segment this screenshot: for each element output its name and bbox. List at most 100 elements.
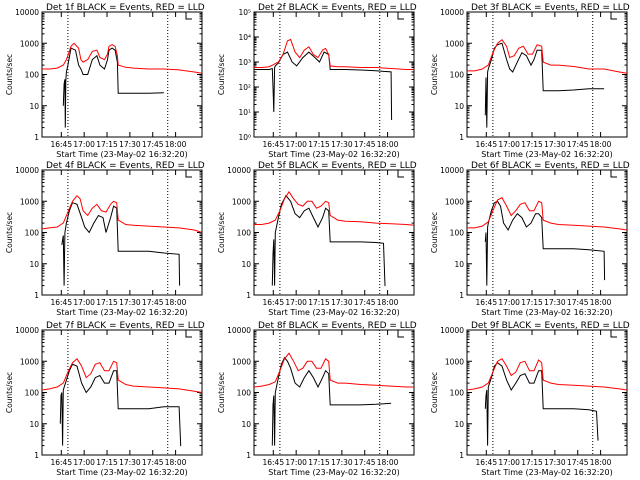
- x-tick-label: 17:15: [308, 298, 330, 307]
- x-tick-label: 17:00: [498, 458, 520, 467]
- y-tick-label: 1000: [20, 39, 39, 48]
- detector-panel-4: Det 4f BLACK = Events, RED = LLD 1 10 100 10…: [5, 161, 205, 317]
- series-line-lld: [466, 358, 628, 391]
- y-tick-label: 10: [241, 420, 251, 429]
- y-tick-label: 10000: [227, 166, 251, 175]
- y-axis-label: Counts/sec: [430, 212, 439, 253]
- panel-title: Det 3f BLACK = Events, RED = LLD: [471, 3, 630, 13]
- y-tick-label: 10: [454, 420, 464, 429]
- plot-frame: [253, 169, 415, 296]
- y-tick-label: 100: [25, 229, 40, 238]
- panel-title: Det 4f BLACK = Events, RED = LLD: [46, 161, 205, 171]
- x-tick-label: 16:45: [50, 298, 72, 307]
- x-tick-label: 18:00: [165, 458, 187, 467]
- panel-title: Det 2f BLACK = Events, RED = LLD: [258, 3, 417, 13]
- plot-frame: [253, 11, 415, 138]
- x-tick-label: 17:30: [544, 458, 566, 467]
- plot-frame: [41, 329, 203, 456]
- x-tick-label: 16:45: [262, 140, 284, 149]
- plot-frame: [41, 169, 203, 296]
- series-line-lld: [41, 358, 203, 393]
- x-tick-label: 17:00: [285, 140, 307, 149]
- y-tick-label: 10: [454, 260, 464, 269]
- corner-bracket: [185, 170, 192, 178]
- y-tick-label: 1: [34, 291, 39, 300]
- x-tick-label: 17:30: [119, 458, 141, 467]
- panel-title: Det 1f BLACK = Events, RED = LLD: [46, 3, 205, 13]
- y-tick-label: 10: [29, 420, 39, 429]
- x-tick-label: 16:45: [262, 458, 284, 467]
- corner-bracket: [397, 170, 404, 178]
- x-tick-label: 17:45: [354, 458, 376, 467]
- y-axis-label: Counts/sec: [217, 372, 226, 413]
- x-tick-label: 16:45: [475, 298, 497, 307]
- y-tick-label: 10000: [15, 326, 39, 335]
- y-tick-label: 1000: [445, 197, 464, 206]
- x-axis-label: Start Time (23-May-02 16:32:20): [56, 150, 187, 159]
- x-axis-label: Start Time (23-May-02 16:32:20): [56, 308, 187, 317]
- series-line-lld: [253, 352, 414, 388]
- y-tick-label: 10³: [238, 58, 251, 67]
- detector-panel-3: Det 3f BLACK = Events, RED = LLD 1 10 100 10…: [430, 3, 630, 159]
- y-tick-label: 10000: [227, 326, 251, 335]
- detector-panel-9: Det 9f BLACK = Events, RED = LLD 1 10 100 10…: [430, 321, 630, 477]
- x-tick-label: 17:15: [521, 458, 543, 467]
- x-tick-label: 17:45: [354, 298, 376, 307]
- x-tick-label: 17:15: [96, 458, 118, 467]
- x-axis-label: Start Time (23-May-02 16:32:20): [481, 468, 612, 477]
- series-line-events: [271, 194, 386, 287]
- x-axis-label: Start Time (23-May-02 16:32:20): [481, 150, 612, 159]
- y-tick-label: 1: [246, 291, 251, 300]
- x-tick-label: 17:15: [521, 140, 543, 149]
- x-tick-label: 17:15: [96, 140, 118, 149]
- series-line-events: [484, 42, 605, 128]
- y-tick-label: 10: [454, 102, 464, 111]
- series-line-lld: [254, 190, 415, 226]
- x-tick-label: 18:00: [377, 140, 399, 149]
- y-tick-label: 10²: [238, 83, 251, 92]
- y-tick-label: 1000: [232, 357, 251, 366]
- x-tick-label: 18:00: [165, 140, 187, 149]
- y-tick-label: 1000: [445, 39, 464, 48]
- panel-title: Det 9f BLACK = Events, RED = LLD: [471, 321, 630, 331]
- x-tick-label: 18:00: [590, 140, 612, 149]
- y-tick-label: 10000: [440, 166, 464, 175]
- y-axis-label: Counts/sec: [217, 212, 226, 253]
- detector-panel-1: Det 1f BLACK = Events, RED = LLD 1 10 100 10…: [5, 3, 205, 159]
- series-line-events: [271, 356, 392, 446]
- corner-bracket: [397, 330, 404, 338]
- detector-panel-8: Det 8f BLACK = Events, RED = LLD 1 10 100 10…: [217, 321, 417, 477]
- x-tick-label: 18:00: [590, 298, 612, 307]
- x-tick-label: 17:15: [96, 298, 118, 307]
- x-tick-label: 17:30: [331, 140, 353, 149]
- y-tick-label: 1: [34, 451, 39, 460]
- y-tick-label: 1000: [232, 197, 251, 206]
- y-tick-label: 100: [237, 229, 252, 238]
- plot-frame: [253, 329, 415, 456]
- y-tick-label: 10000: [15, 166, 39, 175]
- x-tick-label: 18:00: [377, 458, 399, 467]
- y-axis-label: Counts/sec: [5, 212, 14, 253]
- x-tick-label: 17:00: [73, 298, 95, 307]
- y-tick-label: 10000: [440, 326, 464, 335]
- x-tick-label: 17:45: [142, 458, 164, 467]
- x-tick-label: 16:45: [50, 458, 72, 467]
- x-axis-label: Start Time (23-May-02 16:32:20): [56, 468, 187, 477]
- series-line-lld: [41, 194, 203, 233]
- x-tick-label: 17:45: [142, 140, 164, 149]
- y-tick-label: 100: [450, 71, 465, 80]
- series-line-lld: [254, 38, 414, 70]
- x-tick-label: 17:45: [142, 298, 164, 307]
- y-tick-label: 10000: [15, 8, 39, 17]
- x-tick-label: 17:00: [285, 458, 307, 467]
- series-line-events: [484, 362, 599, 446]
- y-tick-label: 10⁴: [238, 33, 251, 42]
- panel-title: Det 7f BLACK = Events, RED = LLD: [46, 321, 205, 331]
- x-tick-label: 17:45: [567, 458, 589, 467]
- series-line-events: [62, 47, 164, 128]
- x-axis-label: Start Time (23-May-02 16:32:20): [268, 150, 399, 159]
- y-tick-label: 10000: [440, 8, 464, 17]
- x-tick-label: 17:30: [544, 140, 566, 149]
- x-tick-label: 17:30: [119, 140, 141, 149]
